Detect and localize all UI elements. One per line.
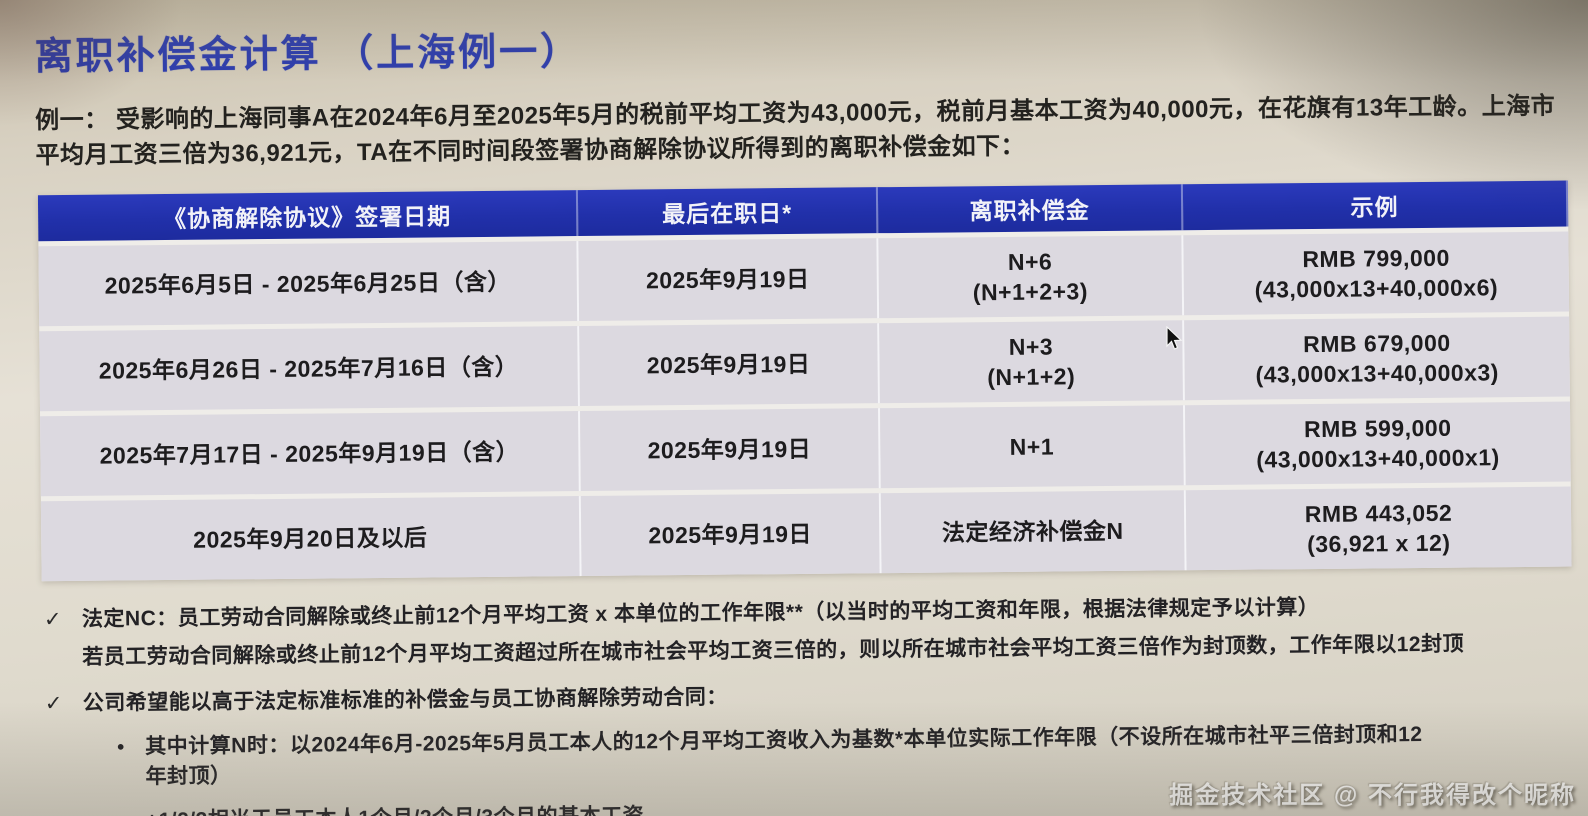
table-row-3-example: RMB 599,000 (43,000x13+40,000x1) [1184, 401, 1571, 486]
table-row-1-last-day: 2025年9月19日 [578, 238, 880, 322]
note-legal-nc: ✓ 法定NC：员工劳动合同解除或终止前12个月平均工资 x 本单位的工作年限**… [44, 591, 1554, 635]
checkmark-icon: ✓ [44, 692, 64, 716]
compensation-line1: N+1 [1009, 433, 1055, 460]
example-amount: RMB 799,000 [1302, 244, 1450, 273]
bullet-icon: • [117, 736, 125, 759]
compensation-line1: N+6 [1007, 248, 1053, 275]
compensation-line2: (N+1+2) [987, 363, 1076, 391]
example-formula: (43,000x13+40,000x1) [1256, 444, 1500, 473]
example-formula: (43,000x13+40,000x3) [1255, 359, 1500, 388]
table-row-3-compensation: N+1 [880, 405, 1186, 489]
table-row-2-period: 2025年6月26日 - 2025年7月16日（含） [39, 326, 580, 412]
table-header-last-day: 最后在职日* [577, 187, 879, 237]
note-company-offer-text: 公司希望能以高于法定标准标准的补偿金与员工协商解除劳动合同： [82, 685, 728, 715]
table-row-1-example: RMB 799,000 (43,000x13+40,000x6) [1183, 231, 1570, 316]
compensation-table: 《协商解除协议》签署日期 最后在职日* 离职补偿金 示例 2025年6月5日 -… [37, 180, 1572, 582]
checkmark-icon: ✓ [43, 608, 63, 632]
table-row-4-last-day: 2025年9月19日 [580, 493, 882, 577]
compensation-line1: N+3 [1008, 333, 1054, 360]
table-row-2-example: RMB 679,000 (43,000x13+40,000x3) [1184, 316, 1570, 401]
example-formula: (36,921 x 12) [1307, 529, 1451, 558]
table-header-example: 示例 [1182, 180, 1569, 231]
note-legal-nc-line1: 法定NC：员工劳动合同解除或终止前12个月平均工资 x 本单位的工作年限**（以… [81, 595, 1320, 631]
bullet-icon: • [118, 806, 146, 816]
compensation-line2: (N+1+2+3) [972, 278, 1089, 306]
table-row-2-compensation: N+3 (N+1+2) [879, 320, 1185, 404]
table-row-1-compensation: N+6 (N+1+2+3) [878, 235, 1185, 319]
table-row-3-last-day: 2025年9月19日 [580, 408, 881, 492]
example-amount: RMB 679,000 [1303, 329, 1451, 358]
table-header-compensation: 离职补偿金 [877, 184, 1184, 234]
intro-paragraph: 例一： 受影响的上海同事A在2024年6月至2025年5月的税前平均工资为43,… [35, 92, 1556, 170]
note-company-offer: ✓ 公司希望能以高于法定标准标准的补偿金与员工协商解除劳动合同： [45, 675, 1555, 719]
table-row-2-last-day: 2025年9月19日 [579, 323, 880, 407]
table-row-4-period: 2025年9月20日及以后 [40, 496, 582, 582]
watermark-text: 掘金技术社区 @ 不行我得改个昵称 [1169, 782, 1576, 809]
note-legal-nc-continuation: 若员工劳动合同解除或终止前12个月平均工资超过所在城市社会平均工资三倍的，则以所… [44, 629, 1554, 673]
compensation-line1: 法定经济补偿金N [941, 517, 1124, 546]
example-formula: (43,000x13+40,000x6) [1254, 274, 1499, 303]
note-plus-months-text: +1/2/3相当于员工本人1个月/2个月/3个月的基本工资 [146, 801, 644, 816]
table-header-sign-period: 《协商解除协议》签署日期 [37, 190, 579, 242]
example-amount: RMB 443,052 [1304, 499, 1453, 528]
table-row-3-period: 2025年7月17日 - 2025年9月19日（含） [40, 411, 581, 497]
table-row-4-compensation: 法定经济补偿金N [880, 490, 1187, 574]
example-amount: RMB 599,000 [1303, 414, 1452, 443]
table-row-1-period: 2025年6月5日 - 2025年6月25日（含） [38, 241, 580, 327]
mouse-cursor-icon [1166, 326, 1183, 350]
note-legal-nc-line2: 若员工劳动合同解除或终止前12个月平均工资超过所在城市社会平均工资三倍的，则以所… [82, 632, 1465, 669]
table-row-4-example: RMB 443,052 (36,921 x 12) [1185, 486, 1572, 571]
page-title: 离职补偿金计算 （上海例一） [34, 31, 582, 79]
